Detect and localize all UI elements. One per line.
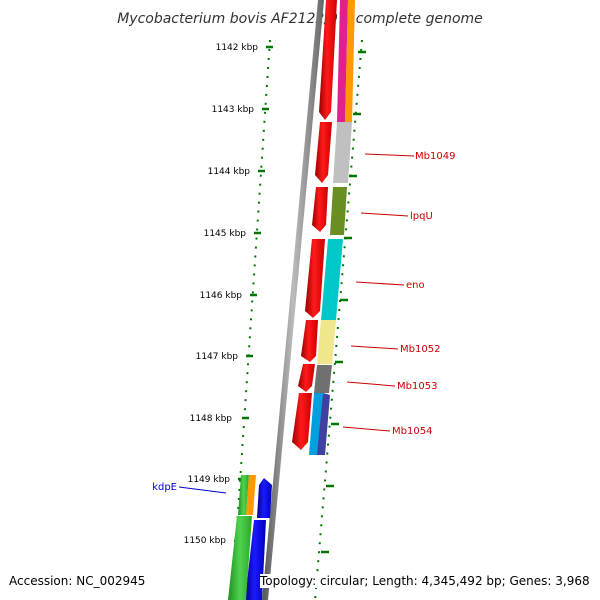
- scale-label: 1145 kbp: [204, 229, 247, 239]
- scale-label: 1147 kbp: [196, 352, 239, 362]
- topology-text: Topology: circular; Length: 4,345,492 bp…: [260, 574, 590, 588]
- gene-label-eno: eno: [406, 280, 425, 291]
- cds-forward: [319, 0, 337, 120]
- cds-reverse: [257, 478, 272, 518]
- cds-forward: [292, 393, 312, 450]
- label-leaders: [342, 153, 415, 432]
- cds-forward: [301, 320, 318, 362]
- gene-label-mb1052: Mb1052: [400, 344, 440, 355]
- gene-label-kdpe: kdpE: [152, 482, 177, 493]
- gene-labels: Mb1049 lpqU eno Mb1052 Mb1053 Mb1054 kdp…: [152, 151, 455, 493]
- label-leader: [178, 486, 227, 494]
- lower-gene-cluster: [228, 475, 272, 600]
- genome-backbone: [262, 0, 324, 600]
- accession-text: Accession: NC_002945: [9, 574, 146, 588]
- gene-label-mb1049: Mb1049: [415, 151, 455, 162]
- forward-strand-genes: [292, 0, 337, 450]
- scale-labels: 1142 kbp 1143 kbp 1144 kbp 1145 kbp 1146…: [184, 43, 259, 546]
- cds-forward: [305, 239, 325, 318]
- scale-label: 1148 kbp: [190, 414, 233, 424]
- scale-label: 1144 kbp: [208, 167, 251, 177]
- scale-label: 1149 kbp: [188, 475, 231, 485]
- scale-label: 1143 kbp: [212, 105, 255, 115]
- cds-forward: [298, 364, 315, 392]
- cog-color-track: [309, 0, 355, 455]
- scale-label: 1142 kbp: [216, 43, 259, 53]
- ruler-track: [231, 39, 363, 600]
- gene-label-mb1053: Mb1053: [397, 381, 437, 392]
- map-title: Mycobacterium bovis AF2122/97, complete …: [117, 11, 483, 27]
- ruler-ticks-right: [321, 50, 366, 554]
- cds-forward: [312, 187, 328, 232]
- scale-label: 1146 kbp: [200, 291, 243, 301]
- gene-label-mb1054: Mb1054: [392, 426, 432, 437]
- cds-forward: [315, 122, 332, 183]
- gene-label-lpqu: lpqU: [410, 211, 433, 222]
- scale-label: 1150 kbp: [184, 536, 227, 546]
